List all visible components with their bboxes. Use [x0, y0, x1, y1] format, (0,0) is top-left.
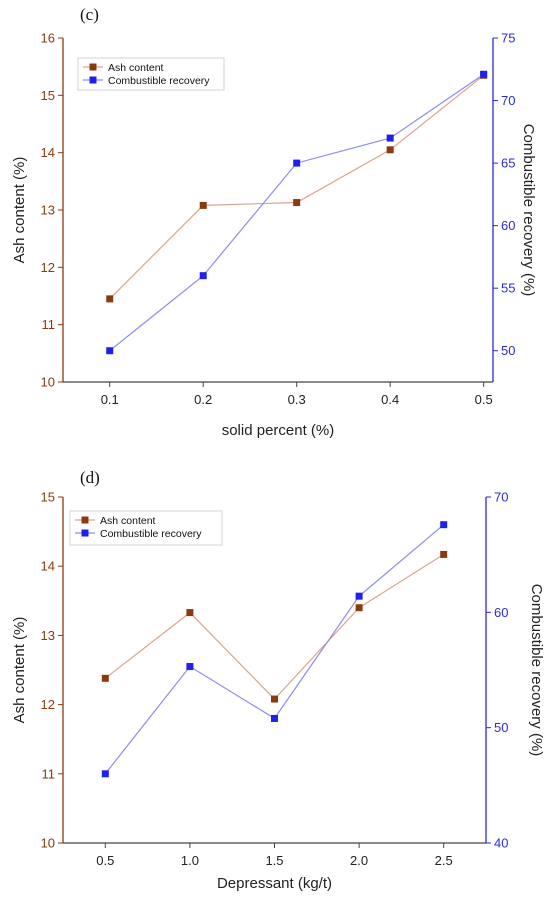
- ash-content-marker: [101, 674, 109, 682]
- ash-content-marker: [106, 295, 114, 303]
- right-tick-label: 60: [501, 218, 515, 233]
- right-tick-label: 75: [501, 31, 515, 46]
- ash-content-marker: [186, 609, 194, 617]
- panel-label: (d): [80, 468, 100, 487]
- right-tick-label: 50: [501, 343, 515, 358]
- ash-content-marker: [440, 550, 448, 558]
- legend-combustible-recovery-marker: [81, 529, 89, 537]
- left-tick-label: 16: [41, 31, 55, 46]
- right-tick-label: 50: [494, 720, 508, 735]
- combustible-recovery-marker: [293, 159, 301, 167]
- x-axis-title: solid percent (%): [222, 422, 335, 439]
- combustible-recovery-marker: [106, 347, 114, 355]
- combustible-recovery-marker: [355, 592, 363, 600]
- legend-ash-content-label: Ash content: [100, 515, 156, 527]
- legend-combustible-recovery-marker: [89, 76, 97, 84]
- combustible-recovery-marker: [271, 714, 278, 722]
- combustible-recovery-marker: [480, 70, 488, 78]
- x-tick-label: 0.2: [194, 392, 212, 407]
- right-tick-label: 70: [501, 93, 515, 108]
- left-tick-label: 13: [41, 628, 55, 643]
- combustible-recovery-marker: [440, 521, 448, 529]
- x-axis-title: Depressant (kg/t): [217, 875, 332, 892]
- right-tick-label: 60: [494, 605, 508, 620]
- x-tick-label: 1.0: [181, 853, 199, 868]
- right-y-axis-title: Combustible recovery (%): [528, 584, 545, 757]
- legend-ash-content-label: Ash content: [108, 62, 164, 74]
- ash-content-marker: [199, 201, 207, 209]
- x-tick-label: 2.0: [350, 853, 368, 868]
- right-tick-label: 40: [494, 836, 508, 851]
- left-tick-label: 12: [41, 697, 55, 712]
- combustible-recovery-marker: [186, 663, 194, 671]
- x-tick-label: 0.3: [288, 392, 306, 407]
- legend-combustible-recovery-label: Combustible recovery: [108, 75, 210, 87]
- left-y-axis-title: Ash content (%): [11, 617, 28, 724]
- legend-combustible-recovery-label: Combustible recovery: [100, 528, 202, 540]
- left-tick-label: 15: [41, 490, 55, 505]
- x-tick-label: 0.5: [96, 853, 114, 868]
- left-tick-label: 10: [41, 836, 55, 851]
- left-tick-label: 11: [42, 766, 56, 781]
- panel-label: (c): [80, 5, 99, 24]
- ash-content-marker: [293, 199, 301, 207]
- right-tick-label: 70: [494, 490, 508, 505]
- ash-content-marker: [271, 695, 278, 703]
- ash-content-line: [109, 74, 485, 300]
- right-tick-label: 65: [501, 156, 515, 171]
- ash-content-marker: [386, 146, 394, 154]
- left-tick-label: 13: [41, 203, 55, 218]
- combustible-recovery-marker: [386, 134, 394, 142]
- legend-ash-content-marker: [89, 63, 97, 71]
- left-tick-label: 15: [41, 88, 55, 103]
- left-tick-label: 14: [41, 145, 55, 160]
- x-tick-label: 0.1: [101, 392, 119, 407]
- x-tick-label: 0.5: [475, 392, 493, 407]
- left-tick-label: 12: [41, 260, 55, 275]
- combustible-recovery-marker: [199, 272, 207, 280]
- right-y-axis-title: Combustible recovery (%): [520, 124, 537, 297]
- left-tick-label: 11: [42, 317, 56, 332]
- legend-box: [77, 57, 225, 91]
- right-tick-label: 55: [501, 281, 515, 296]
- ash-content-line: [104, 553, 445, 700]
- ash-content-marker: [355, 604, 363, 612]
- x-tick-label: 2.5: [435, 853, 453, 868]
- combustible-recovery-marker: [101, 770, 109, 778]
- chart-panel-c: 10 11 12 13 14 15 16 50 55 60 65 70 75 0.1 0.2 0.3 0.4 0.…: [11, 5, 537, 439]
- legend-ash-content-marker: [81, 516, 89, 524]
- left-tick-label: 10: [41, 375, 55, 390]
- left-tick-label: 14: [41, 559, 55, 574]
- combustible-recovery-line: [104, 524, 445, 775]
- combustible-recovery-line: [109, 73, 485, 352]
- legend-box: [69, 510, 223, 546]
- chart-panel-d: 10 11 12 13 14 15 40 50 60 70 0.5 1.0 1.5 2.0 2.5 Depre…: [11, 468, 545, 892]
- x-tick-label: 1.5: [265, 853, 283, 868]
- x-tick-label: 0.4: [381, 392, 399, 407]
- left-y-axis-title: Ash content (%): [11, 157, 28, 264]
